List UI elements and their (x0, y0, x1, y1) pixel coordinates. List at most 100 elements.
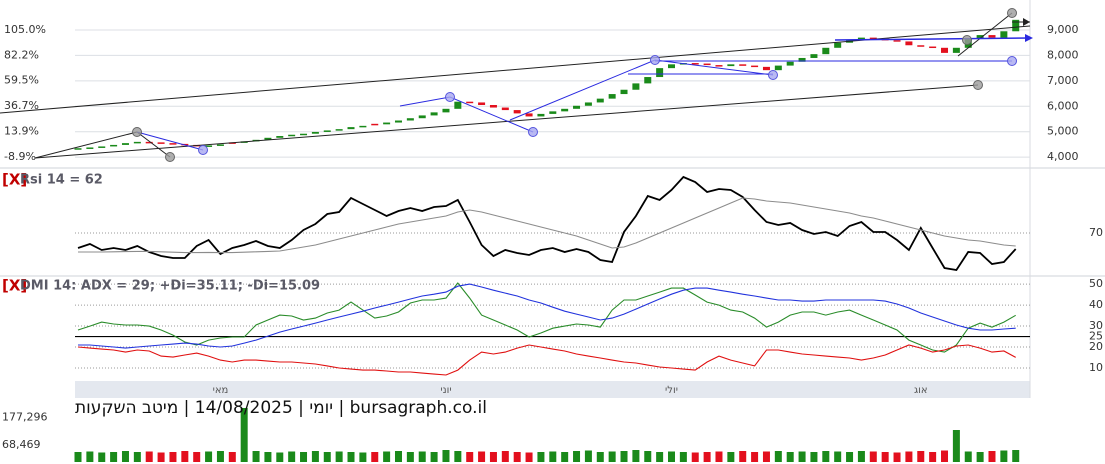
volume-bar (228, 452, 236, 462)
anchor-point (165, 152, 175, 162)
volume-bar (394, 451, 402, 462)
candle (691, 63, 699, 65)
candle (762, 66, 770, 71)
volume-bar (1000, 450, 1008, 462)
candle (145, 141, 153, 144)
volume-bar (252, 451, 260, 462)
candle (561, 108, 569, 112)
candle (751, 65, 759, 68)
drawn-annotations (0, 8, 1033, 162)
candle (976, 35, 984, 39)
volume-bar (774, 451, 782, 462)
anchor-point (962, 35, 972, 45)
candle (406, 118, 414, 121)
volume-bar (264, 452, 272, 462)
volume-bar (608, 451, 616, 462)
volume-bar (537, 452, 545, 462)
tick-label: 4,000 (1047, 150, 1079, 163)
volume-bar (323, 452, 331, 462)
volume-bar (525, 452, 533, 462)
volume-bar (656, 452, 664, 462)
candle (205, 145, 213, 147)
volume-bar (798, 451, 806, 462)
candle (359, 125, 367, 128)
volume-bar (691, 452, 699, 462)
x-tick-label: יוני (440, 385, 451, 396)
indicator-line (78, 283, 1016, 349)
candle (133, 141, 141, 144)
candle (810, 54, 818, 58)
volume-bar (549, 451, 557, 462)
volume-bar (632, 450, 640, 462)
tick-label: 10 (1089, 361, 1103, 374)
tick-label: 70 (1089, 226, 1103, 239)
candle (656, 68, 664, 78)
volume-bar (834, 451, 842, 462)
volume-bar (976, 452, 984, 462)
volume-bar (1012, 450, 1020, 462)
trend-line (957, 12, 1013, 57)
panel-title: Rsi 14 = 62 (20, 173, 103, 188)
candle (857, 37, 865, 41)
volume-bar (762, 451, 770, 462)
candle (869, 37, 877, 40)
anchor-point (445, 92, 455, 102)
volume-bar (489, 452, 497, 462)
candle (74, 148, 82, 150)
volume-bar (822, 451, 830, 462)
volume-bar (846, 452, 854, 462)
volume-bar (121, 451, 129, 462)
panel-title: יומי | 14/08/2025 | מיטב השקעות | bursag… (75, 398, 487, 418)
volume-bar (573, 451, 581, 462)
volume-bar (739, 451, 747, 462)
candle (988, 35, 996, 38)
volume-bar (74, 452, 82, 462)
labels: 4,000 5,000 6,000 7,000 8,000 9,000 -8.9% 13.9%… (2, 23, 1103, 451)
candle (478, 102, 486, 105)
candle (893, 40, 901, 42)
indicator-line (78, 197, 1016, 254)
tick-label: 30 (1089, 319, 1103, 332)
candle (501, 107, 509, 111)
tick-label: 5,000 (1047, 125, 1079, 138)
candle (347, 127, 355, 130)
volume-bar (929, 452, 937, 462)
candle (549, 111, 557, 114)
candle (715, 65, 723, 67)
tick-label: 8,000 (1047, 48, 1079, 61)
candle (774, 65, 782, 71)
volume-bar (347, 452, 355, 462)
volume-bar (964, 451, 972, 462)
channel-line (834, 37, 1031, 41)
arrow-head (1025, 34, 1033, 42)
tick-label: 50 (1089, 277, 1103, 290)
candle (489, 105, 497, 108)
volume-bar (893, 452, 901, 462)
volume-bar (133, 452, 141, 462)
x-axis-strip (75, 381, 1030, 398)
volume-bar (679, 452, 687, 462)
volume-bar (311, 451, 319, 462)
candle (644, 77, 652, 84)
candle (1000, 31, 1008, 38)
anchor-point (650, 55, 660, 65)
close-button: [X] (2, 277, 27, 295)
x-tick-label: מאי (213, 385, 229, 396)
anchor-point (528, 127, 538, 137)
volume-bar (561, 452, 569, 462)
tick-label: 6,000 (1047, 99, 1079, 112)
candle (157, 142, 165, 144)
volume-bar (620, 451, 628, 462)
volume-bar (98, 452, 106, 462)
volume-bar (216, 451, 224, 462)
candle (584, 102, 592, 106)
tick-label: 36.7% (4, 99, 39, 112)
candle (466, 101, 474, 104)
volume-bar (952, 430, 960, 462)
volume-bar (917, 451, 925, 462)
candle (264, 137, 272, 140)
candle (169, 143, 177, 145)
candle (834, 42, 842, 48)
volume-bar (110, 452, 118, 462)
